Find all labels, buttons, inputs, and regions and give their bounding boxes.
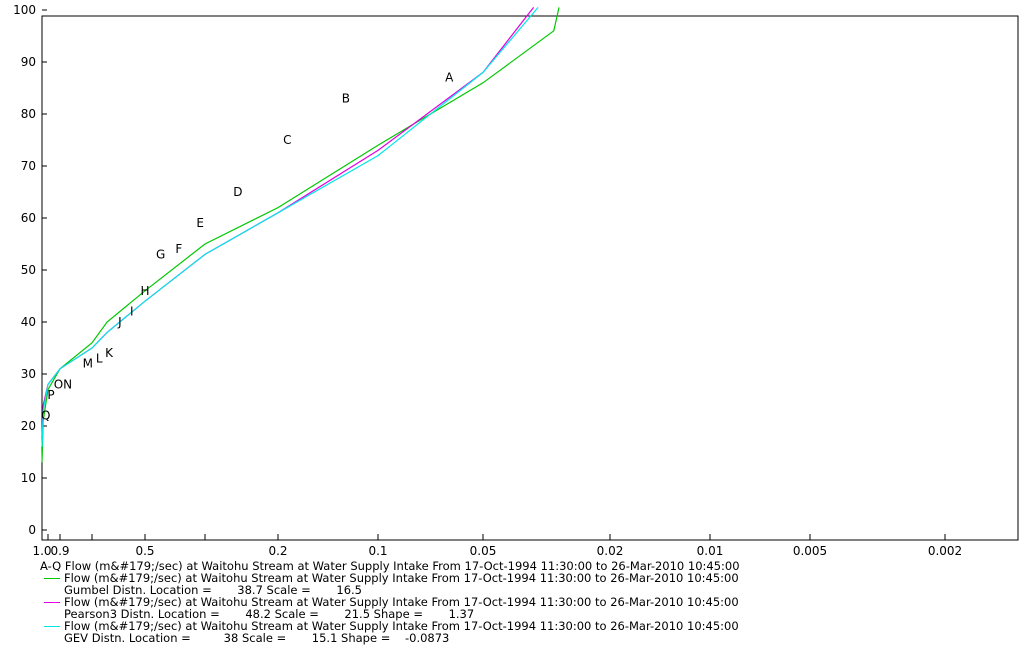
legend-entry-gumbel: Flow (m&#179;/sec) at Waitohu Stream at …	[40, 572, 1010, 584]
legend-title: A-Q Flow (m&#179;/sec) at Waitohu Stream…	[40, 559, 740, 573]
legend-series-label: Flow (m&#179;/sec) at Waitohu Stream at …	[64, 571, 739, 585]
point-label-c: C	[283, 133, 291, 147]
legend-entry-pearson3: Flow (m&#179;/sec) at Waitohu Stream at …	[40, 596, 1010, 608]
legend-params-gev: GEV Distn. Location = 38 Scale = 15.1 Sh…	[40, 632, 1010, 644]
point-label-g: G	[156, 247, 165, 261]
y-tick-label: 40	[21, 315, 36, 329]
point-label-i: I	[130, 305, 134, 319]
point-label-b: B	[342, 91, 350, 105]
series-line-gumbel	[41, 7, 560, 463]
legend-entry-gev: Flow (m&#179;/sec) at Waitohu Stream at …	[40, 620, 1010, 632]
point-label-m: M	[83, 357, 93, 371]
y-tick-label: 70	[21, 159, 36, 173]
series-line-pearson3	[41, 7, 535, 437]
point-label-a: A	[445, 71, 454, 85]
legend-params-label: GEV Distn. Location = 38 Scale = 15.1 Sh…	[64, 631, 450, 645]
x-tick-label: 0.05	[470, 544, 497, 558]
y-tick-label: 80	[21, 107, 36, 121]
chart-axes: 0 10 20 30 40 50 60 70 80 90 100 1.00.9 0.5 0.2 0.1 0.0…	[13, 3, 1019, 558]
point-label-l: L	[96, 351, 103, 365]
point-label-e: E	[196, 216, 204, 230]
y-tick-label: 90	[21, 55, 36, 69]
series-line-gev	[41, 7, 539, 447]
y-tick-label: 0	[28, 523, 36, 537]
x-tick-label: 0.01	[697, 544, 724, 558]
x-tick-label: 0.1	[368, 544, 387, 558]
legend-params-pearson3: Pearson3 Distn. Location = 48.2 Scale = …	[40, 608, 1010, 620]
point-label-n: N	[63, 377, 72, 391]
legend-swatch-gev	[44, 626, 60, 627]
y-tick-label: 100	[13, 3, 36, 17]
y-tick-label: 30	[21, 367, 36, 381]
series-layer	[41, 7, 560, 463]
legend-params-label: Gumbel Distn. Location = 38.7 Scale = 16…	[64, 583, 362, 597]
x-tick-label: 0.005	[793, 544, 827, 558]
legend-params-label: Pearson3 Distn. Location = 48.2 Scale = …	[64, 607, 475, 621]
legend-series-label: Flow (m&#179;/sec) at Waitohu Stream at …	[64, 595, 739, 609]
y-tick-label: 50	[21, 263, 36, 277]
legend-title-row: A-Q Flow (m&#179;/sec) at Waitohu Stream…	[40, 560, 1010, 572]
point-label-k: K	[105, 346, 114, 360]
point-label-f: F	[175, 242, 182, 256]
y-tick-label: 60	[21, 211, 36, 225]
point-label-o: O	[54, 377, 63, 391]
x-tick-label: 1.0	[32, 544, 51, 558]
x-tick-label: 0.9	[50, 544, 69, 558]
plot-frame	[41, 15, 1019, 541]
x-tick-label: 0.5	[135, 544, 154, 558]
y-tick-label: 10	[21, 471, 36, 485]
legend-swatch-gumbel	[44, 578, 60, 579]
legend: A-Q Flow (m&#179;/sec) at Waitohu Stream…	[40, 560, 1010, 644]
point-label-j: J	[117, 315, 122, 329]
point-label-h: H	[140, 284, 149, 298]
x-tick-label: 0.02	[597, 544, 624, 558]
legend-swatch-pearson3	[44, 602, 60, 603]
y-tick-label: 20	[21, 419, 36, 433]
legend-params-gumbel: Gumbel Distn. Location = 38.7 Scale = 16…	[40, 584, 1010, 596]
legend-series-label: Flow (m&#179;/sec) at Waitohu Stream at …	[64, 619, 739, 633]
point-label-q: Q	[41, 409, 50, 423]
point-label-d: D	[233, 185, 242, 199]
point-label-p: P	[47, 388, 54, 402]
x-tick-label: 0.2	[268, 544, 287, 558]
x-tick-label: 0.002	[928, 544, 962, 558]
